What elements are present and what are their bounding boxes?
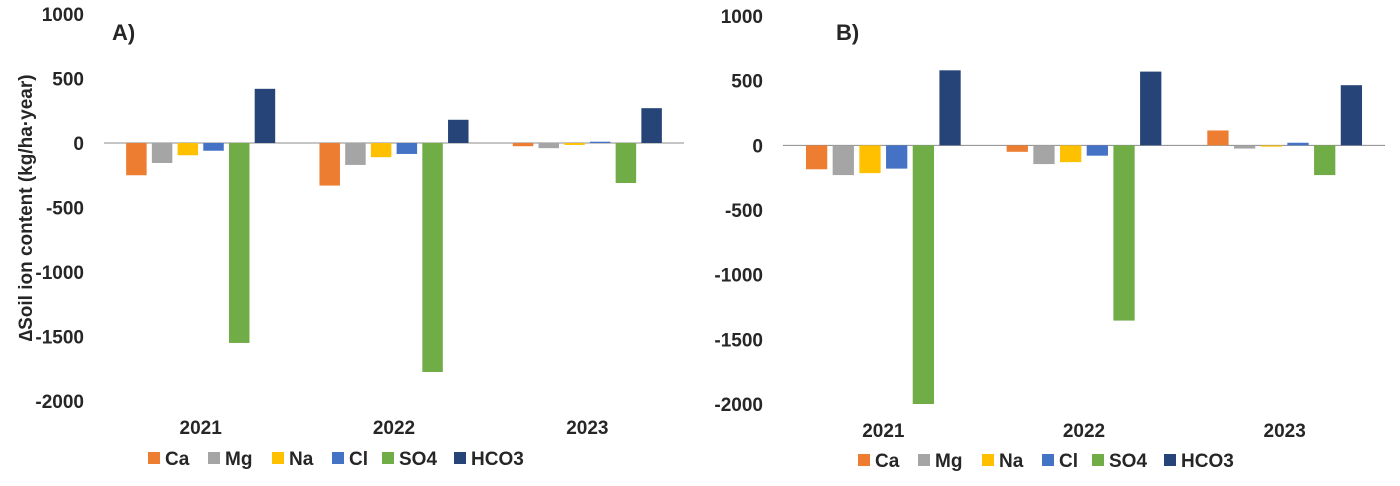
legend-label-cl: Cl bbox=[1059, 451, 1078, 472]
bar-mg-2023 bbox=[538, 143, 560, 149]
bar-mg-2021 bbox=[832, 145, 854, 176]
bar-so4-2023 bbox=[615, 143, 637, 183]
x-category-label: 2023 bbox=[566, 418, 608, 439]
bar-na-2022 bbox=[1060, 145, 1082, 163]
bar-cl-2022 bbox=[396, 143, 418, 154]
legend-swatch-na bbox=[272, 452, 284, 464]
y-tick-label: -1500 bbox=[714, 330, 763, 351]
legend-label-ca: Ca bbox=[875, 451, 900, 472]
legend-swatch-na bbox=[982, 454, 994, 466]
bar-cl-2021 bbox=[886, 145, 908, 169]
panel-a: ∆Soil ion content (kg/ha·year) A) bbox=[16, 20, 135, 342]
legend-swatch-ca bbox=[858, 454, 870, 466]
bar-na-2023 bbox=[564, 143, 585, 145]
legend-swatch-so4 bbox=[382, 452, 394, 464]
bar-na-2021 bbox=[859, 145, 881, 174]
y-tick-label: 0 bbox=[73, 134, 84, 155]
legend-swatch-cl bbox=[1042, 454, 1054, 466]
legend-label-mg: Mg bbox=[225, 449, 252, 470]
bar-hco3-2023 bbox=[1340, 85, 1363, 146]
bar-hco3-2021 bbox=[939, 70, 961, 146]
bar-ca-2021 bbox=[805, 145, 828, 170]
legend-label-hco3: HCO3 bbox=[471, 449, 524, 470]
panel-b: B) bbox=[836, 20, 859, 45]
bar-cl-2022 bbox=[1086, 145, 1108, 156]
y-tick-label: 500 bbox=[731, 72, 763, 93]
bar-so4-2022 bbox=[422, 143, 443, 372]
legend-b: Ca Mg Na Cl SO4 HCO3 bbox=[858, 451, 1234, 472]
legend-label-cl: Cl bbox=[349, 449, 368, 470]
legend-swatch-cl bbox=[332, 452, 344, 464]
x-category-label: 2022 bbox=[1063, 421, 1105, 442]
x-category-label: 2023 bbox=[1264, 421, 1306, 442]
bar-hco3-2022 bbox=[1140, 71, 1162, 146]
legend-a: Ca Mg Na Cl SO4 HCO3 bbox=[148, 449, 524, 470]
bar-so4-2022 bbox=[1113, 145, 1135, 321]
legend-swatch-so4 bbox=[1092, 454, 1104, 466]
y-tick-label: 500 bbox=[52, 70, 84, 91]
bar-hco3-2021 bbox=[254, 88, 276, 143]
bar-ca-2022 bbox=[319, 143, 340, 186]
panel-label-b: B) bbox=[836, 20, 859, 45]
x-category-label: 2021 bbox=[180, 418, 223, 439]
bar-na-2022 bbox=[370, 143, 392, 158]
bar-ca-2023 bbox=[512, 143, 534, 147]
legend-label-na: Na bbox=[999, 451, 1024, 472]
y-tick-label: -1500 bbox=[35, 328, 84, 349]
legend-label-ca: Ca bbox=[165, 449, 190, 470]
bar-cl-2021 bbox=[203, 143, 224, 151]
legend-label-so4: SO4 bbox=[399, 449, 437, 470]
legend-label-so4: SO4 bbox=[1109, 451, 1147, 472]
bar-cl-2023 bbox=[1287, 142, 1309, 146]
bar-na-2023 bbox=[1260, 145, 1282, 147]
bar-so4-2021 bbox=[228, 143, 250, 343]
plot-area-a: 1000 500 0 -500 -1000 -1500 -2000 2021 2022 2023 bbox=[35, 5, 684, 439]
bar-so4-2023 bbox=[1314, 145, 1336, 176]
x-category-label: 2021 bbox=[862, 421, 905, 442]
x-category-label: 2022 bbox=[373, 418, 415, 439]
legend-swatch-mg bbox=[918, 454, 930, 466]
bar-mg-2021 bbox=[151, 143, 173, 163]
bar-ca-2021 bbox=[126, 143, 147, 176]
y-tick-label: -500 bbox=[46, 199, 84, 220]
bar-ca-2023 bbox=[1207, 130, 1229, 146]
bar-so4-2021 bbox=[912, 145, 935, 405]
y-tick-label: 1000 bbox=[42, 5, 84, 26]
bar-mg-2023 bbox=[1233, 145, 1256, 149]
y-tick-label: -2000 bbox=[35, 392, 84, 413]
y-tick-label: 0 bbox=[752, 136, 763, 157]
plot-area-b: 1000 500 0 -500 -1000 -1500 -2000 2021 2022 2023 bbox=[714, 7, 1385, 442]
legend-swatch-ca bbox=[148, 452, 160, 464]
panel-label-a: A) bbox=[112, 20, 135, 45]
y-tick-label: -500 bbox=[725, 201, 763, 222]
bar-cl-2023 bbox=[589, 141, 611, 143]
bar-hco3-2022 bbox=[448, 119, 469, 143]
legend-swatch-hco3 bbox=[454, 452, 466, 464]
bar-hco3-2023 bbox=[641, 108, 662, 143]
y-axis-label: ∆Soil ion content (kg/ha·year) bbox=[16, 74, 37, 341]
legend-swatch-hco3 bbox=[1164, 454, 1176, 466]
legend-swatch-mg bbox=[208, 452, 220, 464]
bar-ca-2022 bbox=[1006, 145, 1028, 152]
legend-label-na: Na bbox=[289, 449, 314, 470]
bar-na-2021 bbox=[177, 143, 199, 156]
bar-mg-2022 bbox=[1033, 145, 1055, 165]
y-tick-label: -1000 bbox=[714, 266, 763, 287]
y-tick-label: -2000 bbox=[714, 395, 763, 416]
y-tick-label: -1000 bbox=[35, 263, 84, 284]
y-tick-label: 1000 bbox=[721, 7, 763, 28]
legend-label-hco3: HCO3 bbox=[1181, 451, 1234, 472]
legend-label-mg: Mg bbox=[935, 451, 962, 472]
bar-mg-2022 bbox=[345, 143, 366, 165]
